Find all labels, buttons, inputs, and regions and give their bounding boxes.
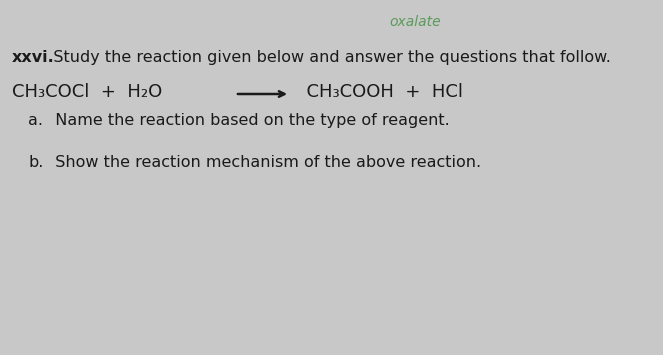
Text: a.: a. [28, 113, 43, 128]
Text: xxvi.: xxvi. [12, 50, 55, 65]
Text: Study the reaction given below and answer the questions that follow.: Study the reaction given below and answe… [38, 50, 611, 65]
Text: b.: b. [28, 155, 43, 170]
Text: oxalate: oxalate [389, 15, 441, 29]
Text: CH₃COOH  +  HCl: CH₃COOH + HCl [295, 83, 463, 101]
Text: Name the reaction based on the type of reagent.: Name the reaction based on the type of r… [45, 113, 450, 128]
Text: CH₃COCl  +  H₂O: CH₃COCl + H₂O [12, 83, 162, 101]
Text: Show the reaction mechanism of the above reaction.: Show the reaction mechanism of the above… [45, 155, 481, 170]
